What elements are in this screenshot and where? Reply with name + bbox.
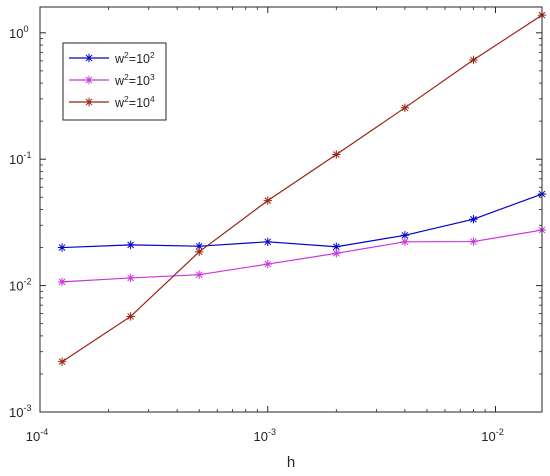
- marker-stroke: [127, 241, 134, 249]
- data-point: [400, 103, 410, 113]
- data-point: [469, 215, 478, 224]
- data-point: [469, 237, 478, 246]
- marker-stroke: [58, 278, 66, 286]
- data-point: [400, 237, 410, 247]
- x-axis-title: h: [287, 454, 295, 471]
- data-point: [263, 259, 272, 269]
- legend-item: w2=104: [69, 94, 155, 110]
- data-point: [126, 240, 135, 250]
- series-2: [57, 225, 547, 287]
- series-line: [61, 14, 543, 363]
- marker-stroke: [127, 274, 134, 282]
- legend-marker: [84, 53, 94, 63]
- marker-stroke: [58, 244, 66, 251]
- data-point: [400, 231, 410, 240]
- marker-stroke: [470, 215, 477, 223]
- marker-stroke: [470, 56, 477, 64]
- ticks-layer: 10-4 10-3 10-2 10-3 10-2 10-1 100: [9, 7, 542, 444]
- series-layer: [57, 10, 547, 366]
- legend-marker: [84, 75, 94, 85]
- marker-stroke: [85, 98, 93, 106]
- marker-stroke: [195, 242, 203, 250]
- marker-stroke: [195, 248, 203, 256]
- legend-marker: [84, 97, 94, 107]
- data-point: [57, 277, 67, 287]
- marker-stroke: [58, 358, 66, 366]
- series-line: [62, 229, 543, 283]
- y-tick-label: 10-2: [9, 277, 31, 294]
- marker-stroke: [264, 238, 272, 246]
- marker-stroke: [264, 260, 272, 268]
- marker-stroke: [85, 76, 93, 84]
- marker-stroke: [195, 271, 203, 279]
- data-point: [263, 237, 272, 247]
- marker-stroke: [401, 104, 409, 112]
- data-point: [194, 270, 204, 279]
- marker-stroke: [401, 231, 409, 239]
- y-tick-label: 10-1: [9, 150, 31, 167]
- data-point: [194, 247, 204, 257]
- data-point: [469, 55, 478, 65]
- marker-stroke: [332, 151, 340, 158]
- series-line: [62, 193, 543, 249]
- x-tick-label: 10-2: [481, 427, 503, 444]
- legend-box: [62, 42, 167, 121]
- marker-stroke: [332, 243, 340, 251]
- data-point: [126, 312, 135, 321]
- marker-stroke: [470, 238, 477, 245]
- marker-stroke: [85, 54, 93, 62]
- legend-item: w2=102: [69, 50, 155, 66]
- marker-stroke: [127, 313, 134, 320]
- legend: w2=102 w2=103 w2=104: [62, 42, 167, 121]
- marker-stroke: [332, 249, 340, 257]
- y-tick-label: 100: [9, 24, 28, 41]
- data-point: [332, 150, 341, 159]
- data-point: [263, 196, 272, 205]
- legend-label: w2=103: [114, 72, 155, 88]
- x-tick-label: 10-3: [254, 427, 276, 444]
- data-point: [126, 273, 135, 283]
- data-point: [57, 243, 67, 252]
- data-point: [57, 357, 67, 366]
- legend-label: w2=102: [114, 50, 155, 66]
- marker-stroke: [264, 197, 272, 205]
- x-tick-label: 10-4: [26, 427, 48, 444]
- legend-item: w2=103: [69, 72, 155, 88]
- data-point: [332, 249, 341, 258]
- y-tick-label: 10-3: [9, 403, 31, 420]
- legend-label: w2=104: [114, 94, 155, 110]
- marker-stroke: [401, 238, 409, 246]
- series-3: [57, 10, 547, 366]
